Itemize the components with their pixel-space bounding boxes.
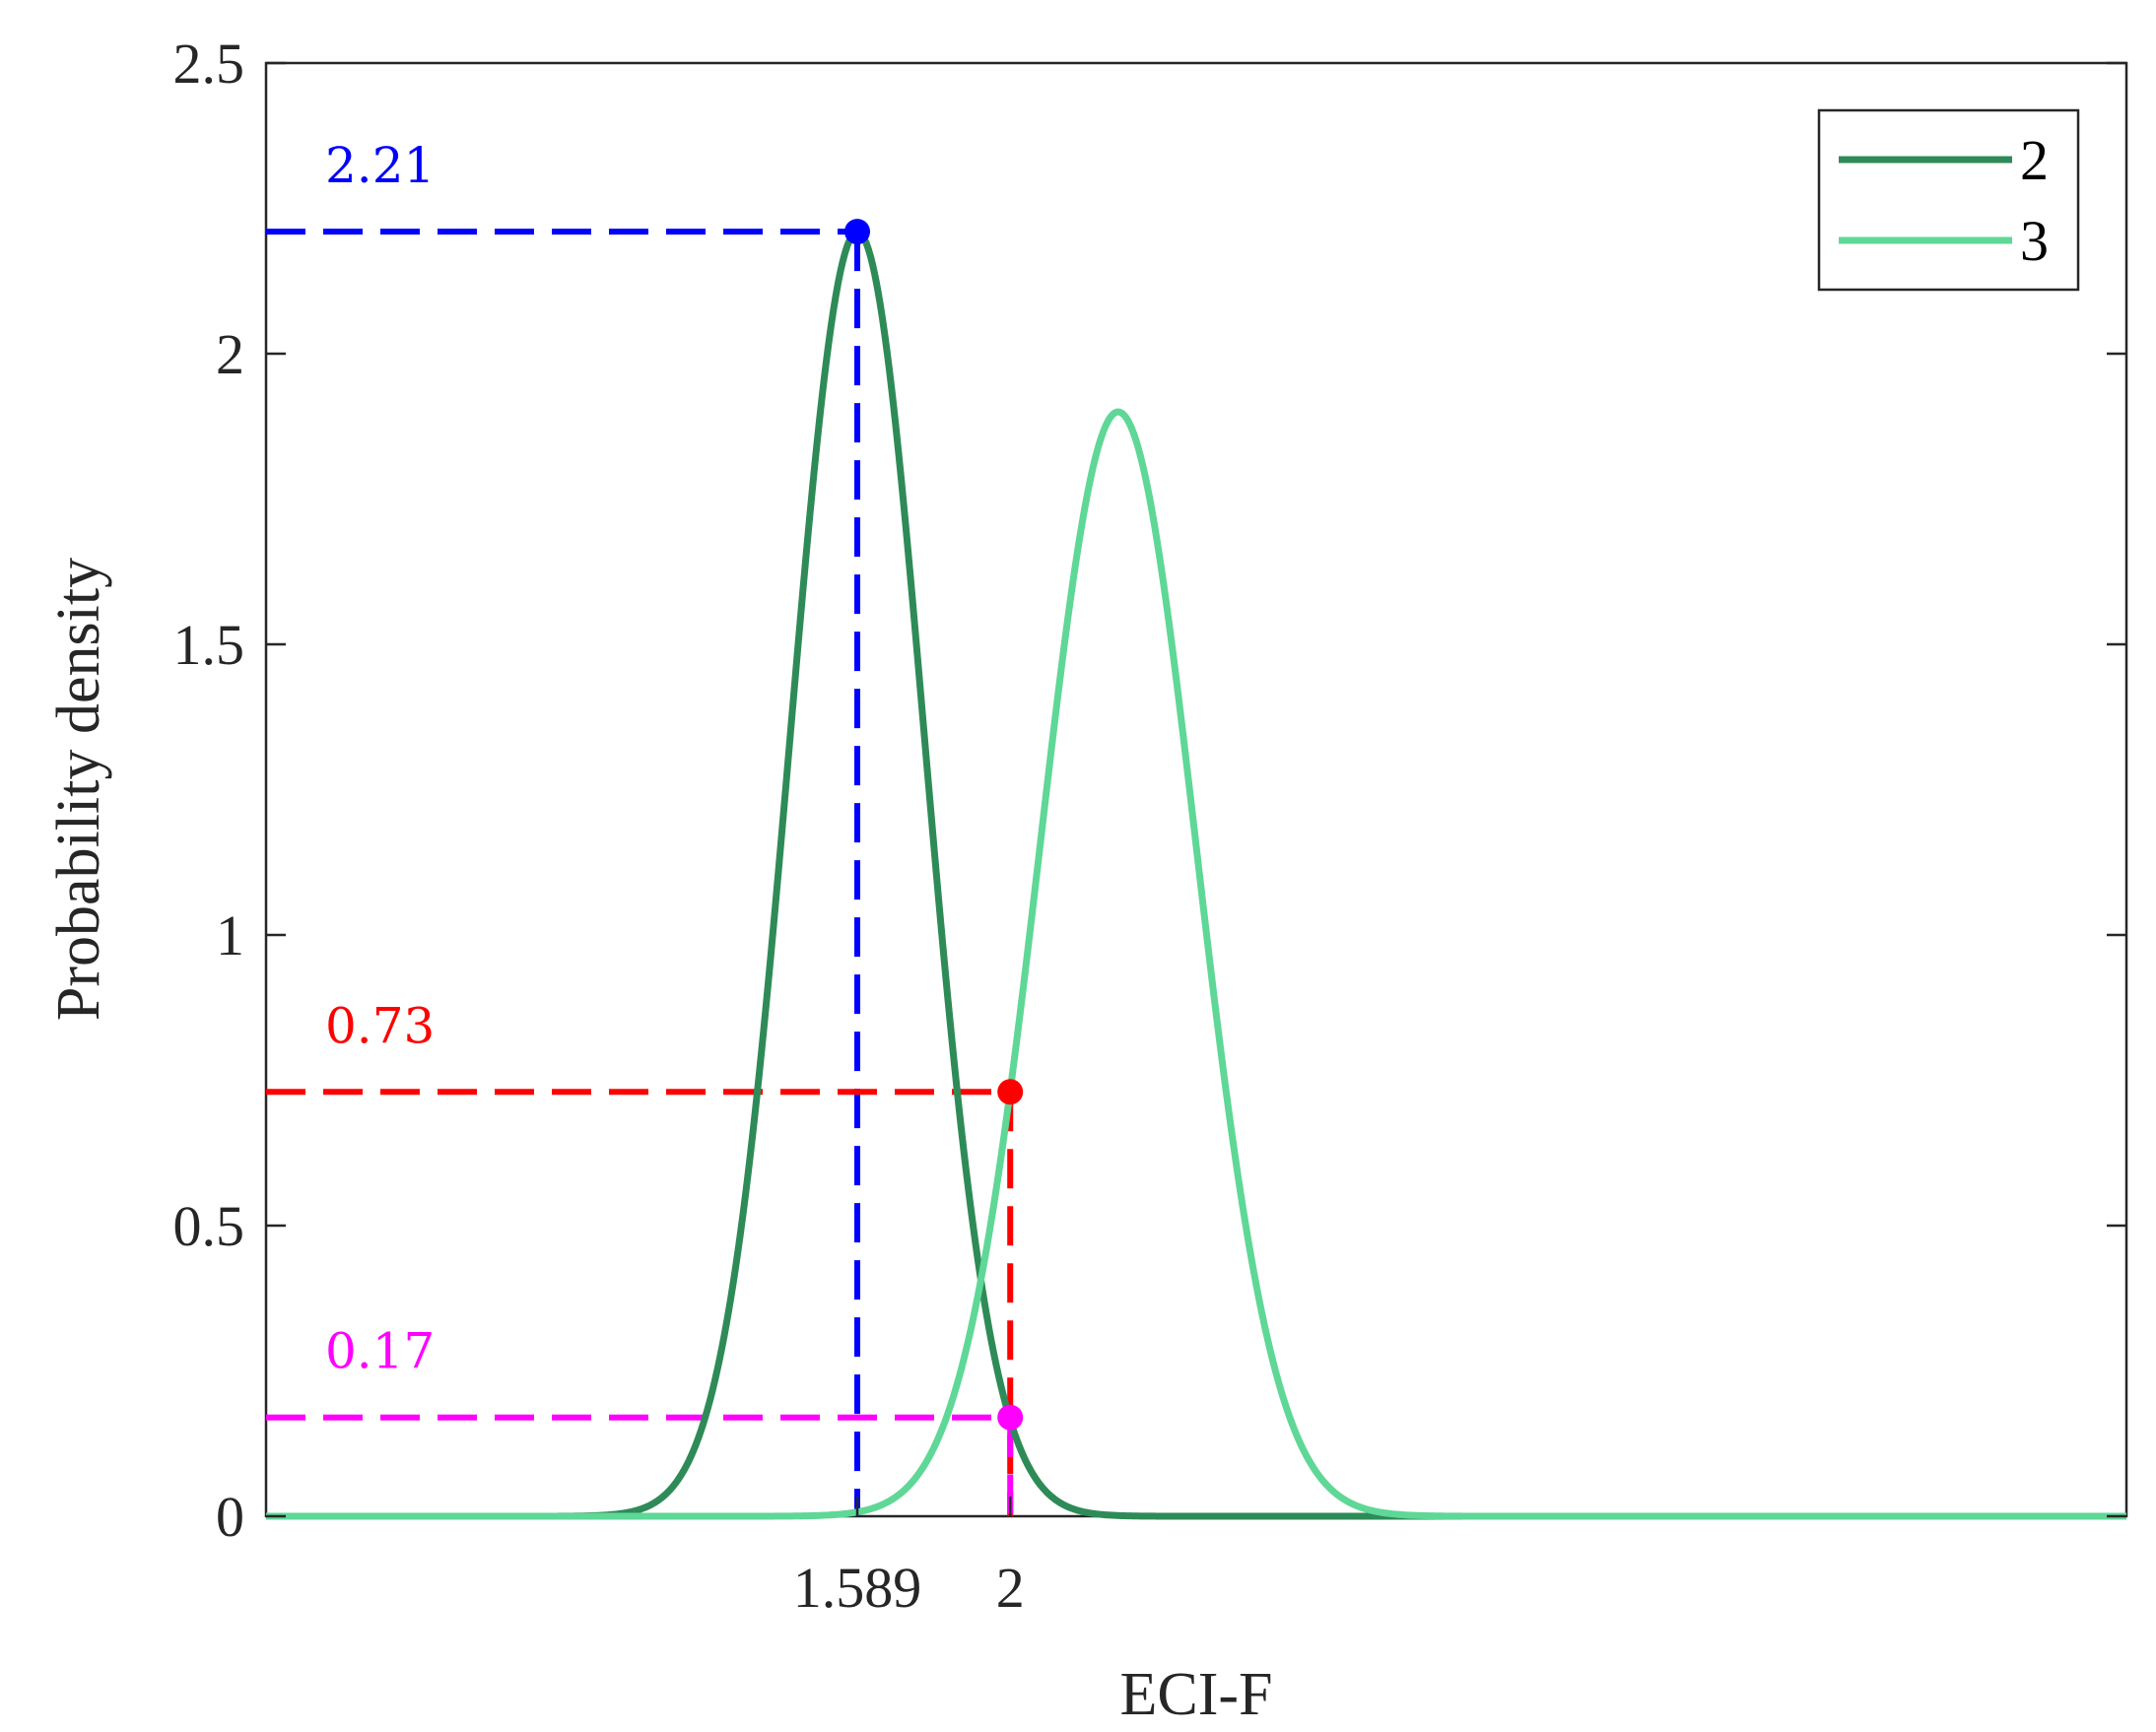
series-lines	[264, 228, 2128, 1520]
marker-label: 2.21	[325, 137, 435, 194]
marker-point	[997, 1079, 1024, 1105]
y-tick-label: 0	[216, 1485, 244, 1549]
marker-label: 0.17	[325, 1323, 435, 1380]
x-ticks: 1.589 2	[793, 1497, 1025, 1620]
x-tick-label: 1.589	[793, 1556, 922, 1620]
marker-label: 0.73	[325, 997, 435, 1054]
legend-box	[1817, 108, 2080, 292]
y-axis-label: Probability density	[45, 558, 112, 1021]
markers	[844, 219, 1024, 1431]
y-tick-label: 2	[216, 322, 244, 386]
marker-labels: 2.21 0.73 0.17	[325, 137, 435, 1380]
plot-area: 0 0.5 1 1.5 2 2.5 1.589 2 2.21 0.73 0.17	[173, 32, 2128, 1620]
y-ticks: 0 0.5 1 1.5 2 2.5	[173, 32, 2126, 1549]
y-tick-label: 2.5	[173, 32, 245, 96]
y-tick-label: 1.5	[173, 613, 245, 677]
marker-point	[997, 1404, 1024, 1431]
y-tick-label: 1	[216, 903, 244, 967]
legend-label-3: 3	[2020, 209, 2049, 273]
guide-lines	[266, 229, 1014, 1516]
series-line-3	[264, 408, 2128, 1520]
y-tick-label: 0.5	[173, 1194, 245, 1258]
legend-label-2: 2	[2020, 128, 2049, 192]
plot-frame	[264, 61, 2128, 1518]
legend: 2 3	[1817, 108, 2080, 292]
marker-point	[844, 219, 871, 245]
x-axis-label: ECI-F	[1120, 1661, 1273, 1728]
x-tick-label: 2	[996, 1556, 1025, 1620]
